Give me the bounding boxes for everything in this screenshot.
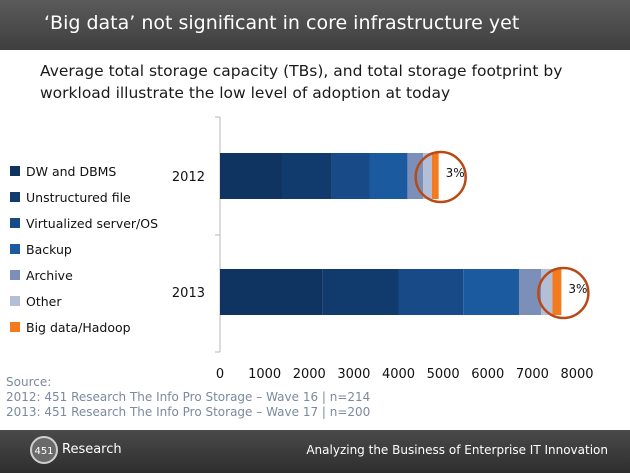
- page-title: ‘Big data’ not significant in core infra…: [44, 12, 520, 34]
- bar-segment: [220, 153, 283, 199]
- logo-451-icon: 451: [30, 436, 58, 464]
- legend-label: Other: [26, 293, 62, 309]
- x-tick-label: 0: [216, 367, 224, 382]
- highlight-circle: [414, 150, 467, 204]
- title-bar: ‘Big data’ not significant in core infra…: [0, 0, 630, 50]
- source-line-2013: 2013: 451 Research The Info Pro Storage …: [6, 405, 371, 419]
- legend-label: Virtualized server/OS: [26, 215, 159, 231]
- legend-item: DW and DBMS: [10, 158, 158, 184]
- bar-segment: [463, 269, 519, 315]
- legend-label: Archive: [26, 267, 73, 283]
- highlight-circle: [537, 266, 590, 320]
- legend-swatch: [10, 322, 20, 332]
- legend-swatch: [10, 244, 20, 254]
- source-label: Source:: [6, 375, 52, 389]
- category-label: 2012: [172, 170, 205, 185]
- bar-segment: [331, 153, 370, 199]
- bar-segment: [282, 153, 332, 199]
- category-label: 2013: [172, 286, 205, 301]
- x-tick-label: 2000: [293, 367, 326, 382]
- legend-swatch: [10, 296, 20, 306]
- chart-legend: DW and DBMS Unstructured file Virtualized …: [10, 158, 158, 340]
- legend-item: Virtualized server/OS: [10, 210, 158, 236]
- legend-label: DW and DBMS: [26, 163, 117, 179]
- legend-swatch: [10, 166, 20, 176]
- legend-swatch: [10, 218, 20, 228]
- x-tick-label: 6000: [471, 367, 504, 382]
- bar-segment: [431, 153, 439, 199]
- logo-text: Research: [62, 442, 122, 457]
- bar-segment: [369, 153, 408, 199]
- legend-label: Unstructured file: [26, 189, 131, 205]
- legend-item: Unstructured file: [10, 184, 158, 210]
- x-tick-label: 8000: [560, 367, 593, 382]
- x-tick-label: 1000: [248, 367, 281, 382]
- legend-item: Backup: [10, 236, 158, 262]
- legend-label: Backup: [26, 241, 72, 257]
- source-line-2012: 2012: 451 Research The Info Pro Storage …: [6, 390, 371, 404]
- bar-segment: [220, 269, 323, 315]
- percent-annotation: 3%: [446, 166, 465, 180]
- x-tick-label: 4000: [382, 367, 415, 382]
- footer-bar: 451 Research Analyzing the Business of E…: [0, 430, 630, 473]
- source-note: Source: 2012: 451 Research The Info Pro …: [6, 375, 370, 420]
- legend-swatch: [10, 270, 20, 280]
- bar-segment: [322, 269, 399, 315]
- x-tick-label: 5000: [427, 367, 460, 382]
- legend-swatch: [10, 192, 20, 202]
- legend-item: Big data/Hadoop: [10, 314, 158, 340]
- bar-segment: [398, 269, 464, 315]
- footer-tagline: Analyzing the Business of Enterprise IT …: [306, 443, 608, 457]
- legend-item: Other: [10, 288, 158, 314]
- legend-label: Big data/Hadoop: [26, 319, 131, 335]
- x-tick-label: 7000: [516, 367, 549, 382]
- bar-segment: [423, 153, 432, 199]
- percent-annotation: 3%: [568, 282, 587, 296]
- chart-subtitle: Average total storage capacity (TBs), an…: [40, 62, 563, 102]
- bar-segment: [518, 269, 542, 315]
- legend-item: Archive: [10, 262, 158, 288]
- x-tick-label: 3000: [337, 367, 370, 382]
- bar-segment: [552, 269, 562, 315]
- bar-segment: [541, 269, 553, 315]
